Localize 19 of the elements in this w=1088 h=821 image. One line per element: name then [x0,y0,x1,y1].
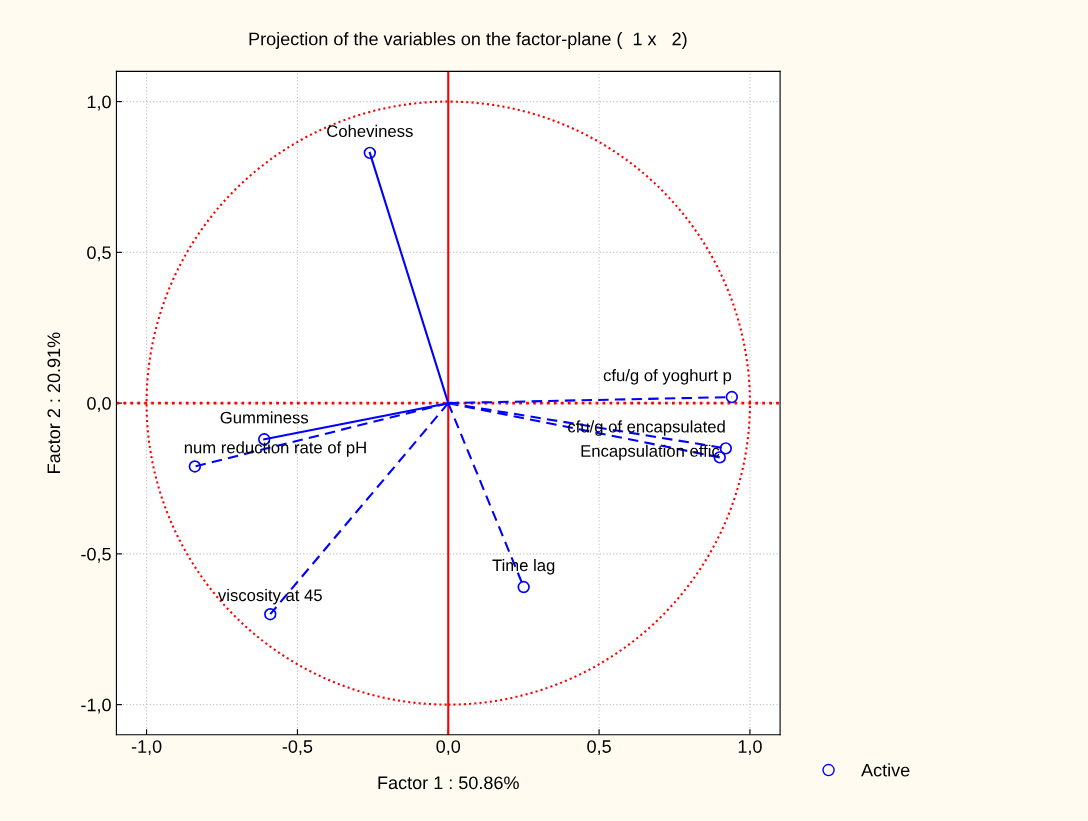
annotation: cfu/g of yoghurt p [603,369,732,385]
x-tick-label: -0,5 [282,740,313,756]
annotation: Time lag [492,559,555,575]
y-axis-title: Factor 2 : 20.91% [47,332,61,473]
x-tick-label: 1,0 [738,740,762,756]
y-tick-label: 0,5 [87,246,111,262]
y-tick-label: 0,0 [87,397,111,412]
annotation: viscosity at 45 [217,588,322,605]
y-tick-label: 1,0 [87,95,111,111]
annotation: Gumminess [220,411,309,424]
x-tick-label: 0,5 [587,740,611,756]
x-tick-label: 0,0 [436,740,461,756]
chart-title: Projection of the variables on the factor-plane ( 1 x 2) [249,32,687,49]
x-axis-title: Factor 1 : 50.86% [378,776,519,790]
y-tick-label: -0,5 [81,547,111,563]
annotation: Coheviness [327,124,413,138]
legend-label: Active [861,763,910,777]
x-tick-label: -1,0 [131,740,162,756]
y-tick-label: -1,0 [81,698,111,714]
